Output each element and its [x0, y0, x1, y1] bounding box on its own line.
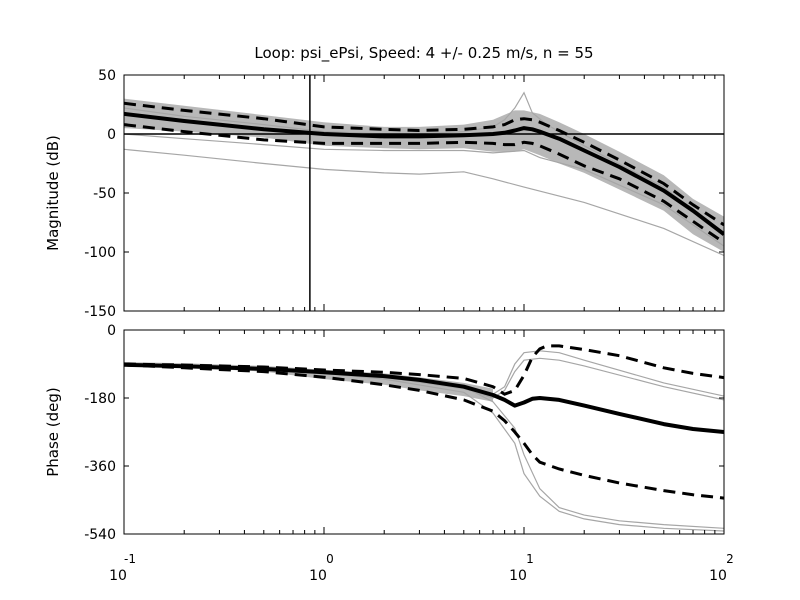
magnitude-bound-line-2	[124, 123, 724, 244]
phase-bound-line-2	[124, 363, 724, 500]
phase-mean-line	[124, 362, 724, 434]
xtick-exponent-label: 1	[526, 552, 534, 566]
magnitude-run-line-4	[124, 91, 724, 235]
phase-axis-ticks: 0 -180 -360 -540	[84, 323, 725, 543]
magnitude-ytick-label: -100	[84, 245, 116, 261]
magnitude-run-line-5	[124, 133, 724, 247]
magnitude-ytick-label: -50	[93, 186, 116, 202]
magnitude-panel: 50 0 -50 -100 -150 Magnitude (dB)	[44, 68, 725, 320]
phase-bound-line-1	[124, 344, 724, 396]
phase-panel: 0 -180 -360 -540 Phase (deg)	[44, 323, 725, 543]
magnitude-individual-runs	[124, 91, 724, 257]
phase-axes-frame	[123, 329, 725, 535]
magnitude-mean-line	[124, 111, 724, 236]
magnitude-ytick-label: 50	[98, 68, 116, 84]
magnitude-ytick-label: 0	[107, 127, 116, 143]
magnitude-ytick-label: -150	[84, 304, 116, 320]
magnitude-run-line-3	[124, 148, 724, 257]
phase-y-axis-label: Phase (deg)	[44, 387, 62, 477]
phase-summary-series	[124, 344, 724, 500]
xtick-base-label: 10	[709, 568, 727, 584]
xtick-base-label: 10	[509, 568, 527, 584]
phase-ytick-label: 0	[107, 323, 116, 339]
phase-ytick-label: -180	[84, 391, 116, 407]
magnitude-reference-lines	[124, 75, 724, 311]
phase-ytick-label: -360	[84, 459, 116, 475]
magnitude-axes-frame	[123, 74, 725, 312]
x-axis-tick-labels: 10 -1 10 0 10 1 10 2	[109, 552, 734, 584]
phase-ytick-label: -540	[84, 527, 116, 543]
xtick-base-label: 10	[109, 568, 127, 584]
xtick-base-label: 10	[309, 568, 327, 584]
chart-title: Loop: psi_ePsi, Speed: 4 +/- 0.25 m/s, n…	[254, 44, 593, 63]
xtick-exponent-label: -1	[124, 552, 136, 566]
magnitude-summary-series	[124, 101, 724, 244]
magnitude-y-axis-label: Magnitude (dB)	[44, 135, 62, 251]
xtick-exponent-label: 2	[726, 552, 734, 566]
magnitude-bound-line-1	[124, 101, 724, 227]
xtick-exponent-label: 0	[326, 552, 334, 566]
